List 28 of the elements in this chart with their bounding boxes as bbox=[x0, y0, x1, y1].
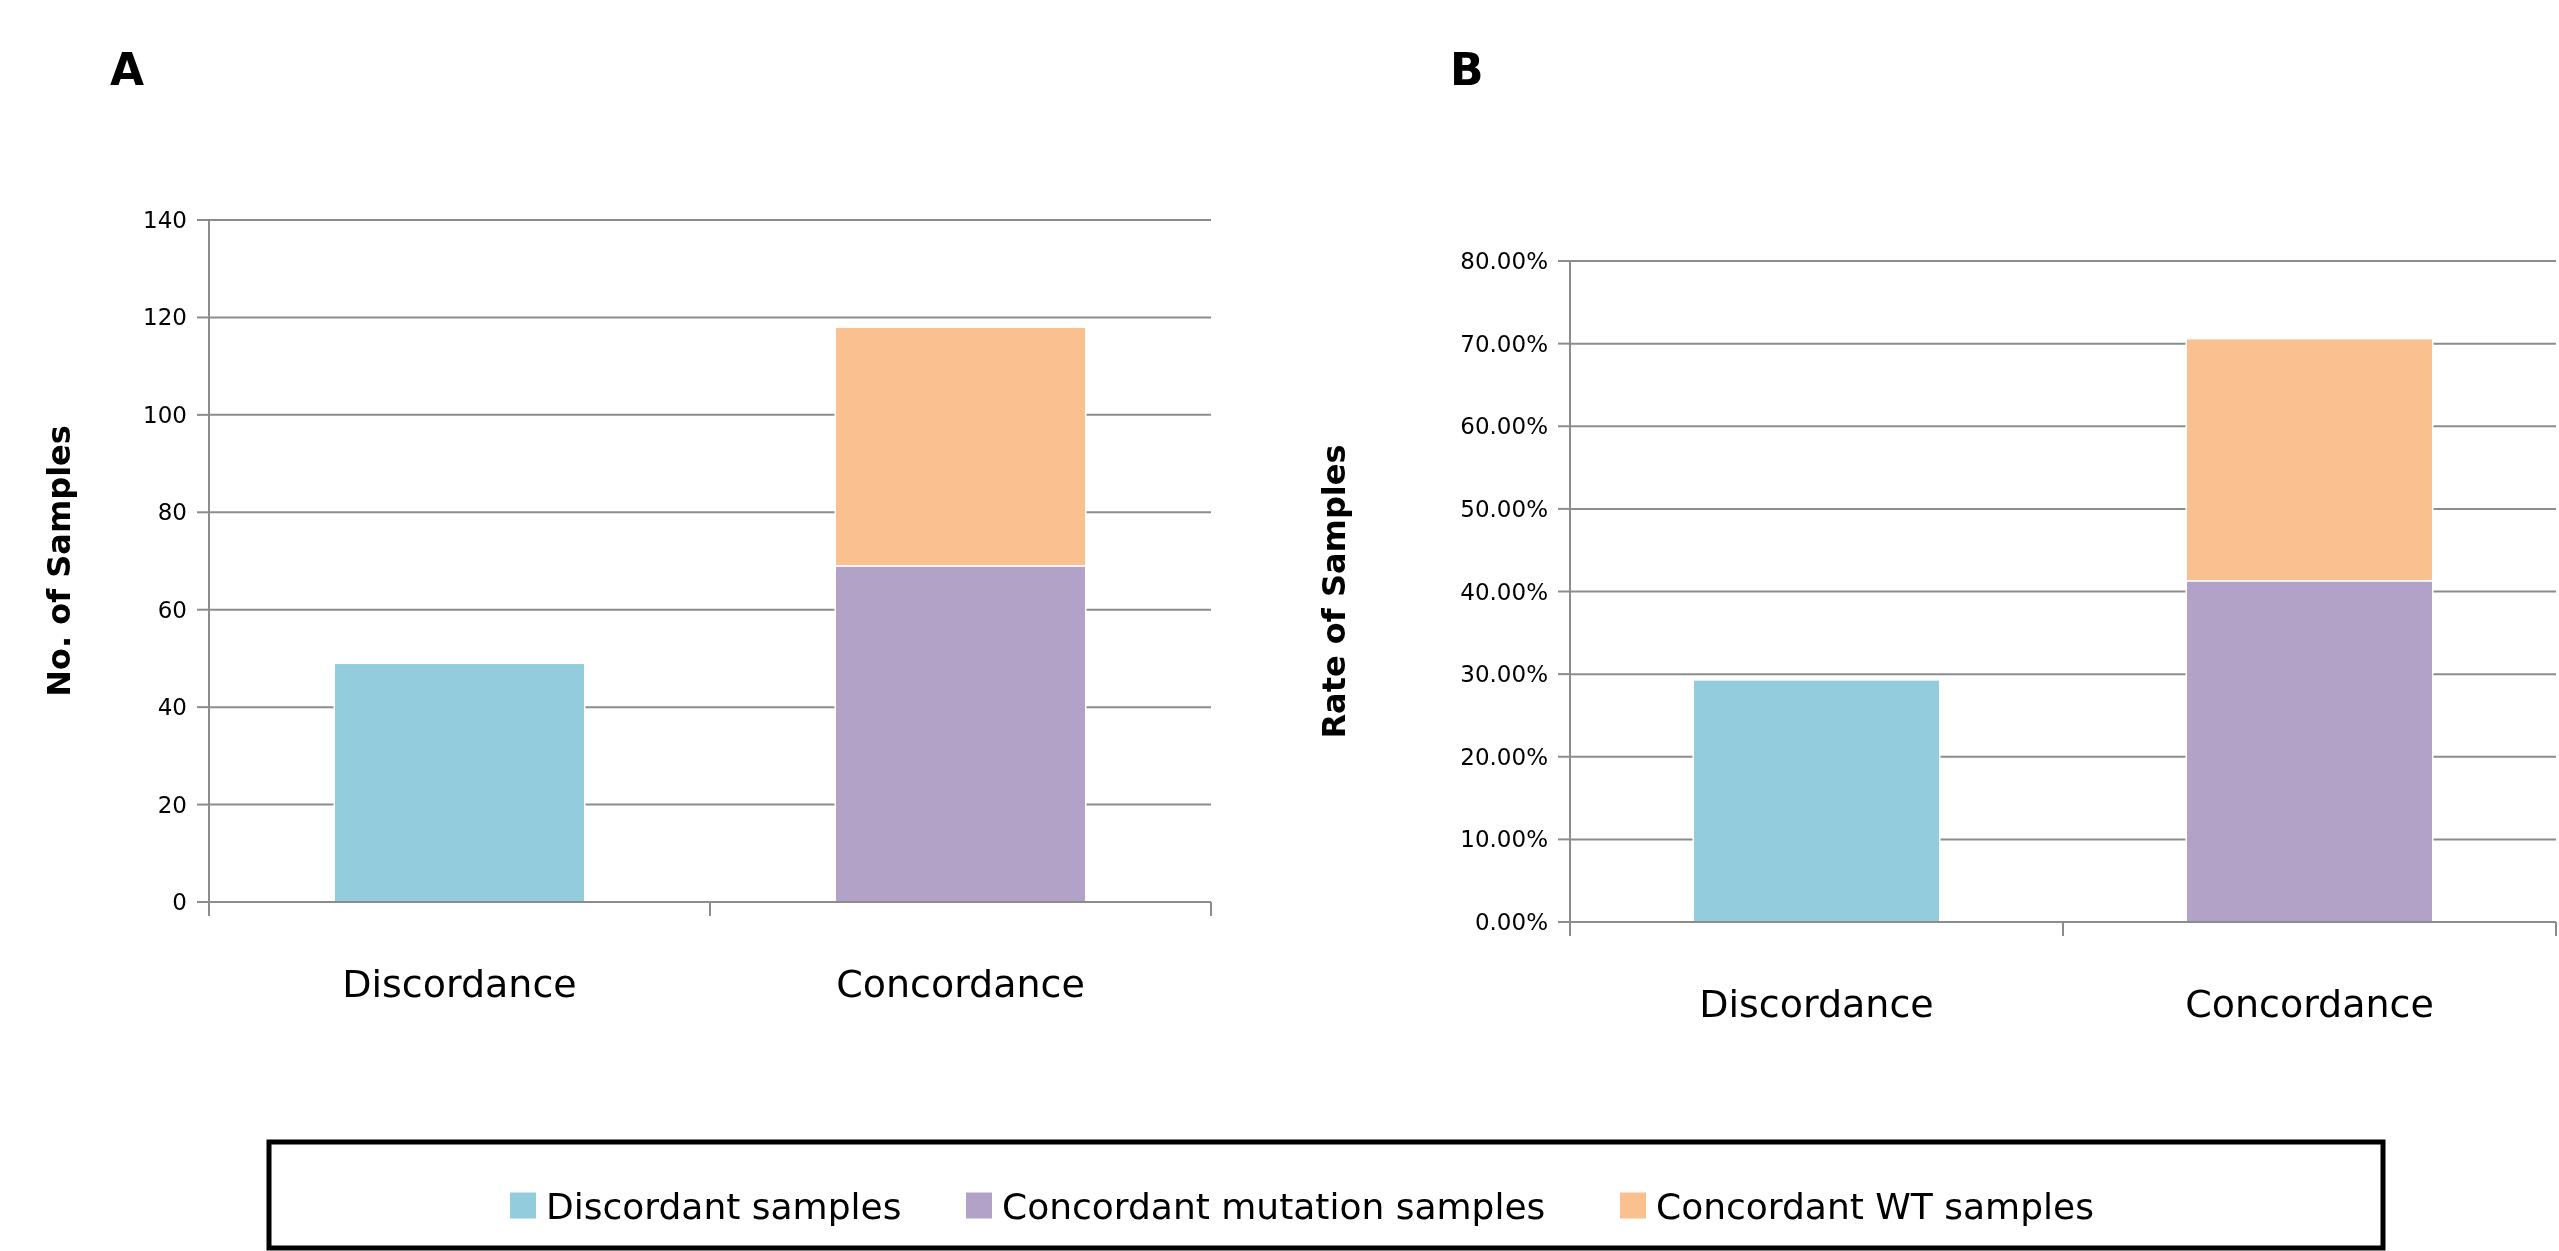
y-tick-label: 60.00% bbox=[1460, 413, 1548, 440]
x-tick-label: Concordance bbox=[2185, 982, 2434, 1026]
x-tick-label: Discordance bbox=[1699, 982, 1934, 1026]
legend-label: Discordant samples bbox=[546, 1186, 902, 1228]
y-tick-label: 50.00% bbox=[1460, 495, 1548, 522]
y-tick-label: 40.00% bbox=[1460, 578, 1548, 605]
chart-title: A bbox=[110, 44, 145, 95]
y-tick-label: 70.00% bbox=[1460, 330, 1548, 357]
y-tick-label: 80.00% bbox=[1460, 248, 1548, 275]
x-tick-label: Discordance bbox=[342, 962, 577, 1006]
y-tick-label: 40 bbox=[157, 694, 187, 721]
x-tick-label: Concordance bbox=[836, 962, 1085, 1006]
y-tick-label: 80 bbox=[157, 499, 187, 526]
y-tick-label: 0.00% bbox=[1474, 909, 1548, 936]
y-tick-label: 100 bbox=[143, 401, 187, 428]
y-tick-label: 60 bbox=[157, 596, 187, 623]
y-tick-label: 10.00% bbox=[1460, 826, 1548, 853]
legend-label: Concordant mutation samples bbox=[1002, 1186, 1546, 1228]
legend-label: Concordant WT samples bbox=[1656, 1186, 2094, 1228]
y-tick-label: 120 bbox=[143, 304, 187, 331]
y-tick-label: 20.00% bbox=[1460, 743, 1548, 770]
y-tick-label: 140 bbox=[143, 207, 187, 234]
chart-title: B bbox=[1450, 44, 1484, 95]
y-tick-label: 0 bbox=[172, 889, 187, 916]
y-axis-title: Rate of Samples bbox=[1315, 444, 1353, 739]
y-tick-label: 20 bbox=[157, 791, 187, 818]
y-axis-title: No. of Samples bbox=[40, 425, 78, 697]
y-tick-label: 30.00% bbox=[1460, 661, 1548, 688]
